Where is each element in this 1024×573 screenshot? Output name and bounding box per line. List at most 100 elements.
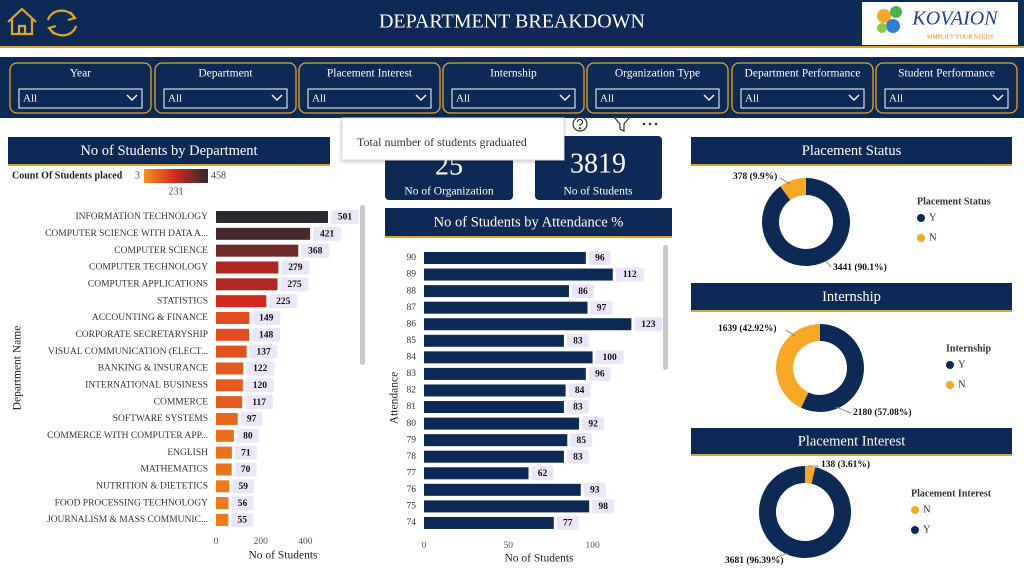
dropdown-chevron: [848, 94, 860, 101]
data-label: 421: [320, 230, 335, 240]
bar: [424, 334, 564, 347]
legend-label: N: [958, 379, 966, 390]
slicer-value: All: [456, 93, 470, 105]
x-tick-label: 200: [254, 537, 269, 547]
data-label: 98: [598, 502, 608, 512]
data-label: 84: [575, 386, 585, 396]
slicer-label: Organization Type: [615, 68, 700, 80]
dropdown-chevron: [703, 94, 715, 101]
data-label-bg: [588, 366, 611, 381]
y-tick-label: SOFTWARE SYSTEMS: [113, 414, 208, 424]
data-label: 378 (9.9%): [733, 171, 777, 182]
pie-slice: [801, 324, 864, 412]
visual-title: Placement Interest: [798, 433, 906, 449]
y-tick-label: 80: [407, 419, 417, 429]
bar: [216, 379, 243, 392]
data-label-bg: [595, 350, 624, 365]
bar: [216, 211, 328, 223]
kpi-label: No of Students: [564, 186, 634, 198]
data-label: 96: [595, 254, 605, 264]
slicer-dropdown[interactable]: [740, 88, 865, 109]
x-tick-label: 50: [504, 541, 514, 551]
legend-mid: 231: [169, 186, 184, 197]
bar: [216, 311, 250, 324]
data-label: 96: [595, 370, 605, 380]
x-tick-label: 400: [298, 537, 313, 547]
y-tick-label: 87: [407, 303, 417, 313]
y-tick-label: 90: [407, 253, 417, 263]
data-label-bg: [330, 210, 359, 224]
data-label-bg: [252, 327, 281, 342]
data-label: 80: [243, 431, 253, 441]
data-label-bg: [245, 378, 274, 393]
y-tick-label: JOURNALISM & MASS COMMUNIC...: [47, 515, 208, 525]
bar: [216, 429, 234, 442]
slicer-label: Year: [70, 68, 91, 80]
slicer[interactable]: [442, 62, 585, 114]
legend-title: Placement Status: [917, 196, 991, 207]
x-tick-label: 0: [422, 541, 427, 551]
tooltip: [341, 117, 565, 161]
data-label: 368: [308, 246, 323, 256]
y-tick-label: CORPORATE SECRETARYSHIP: [75, 330, 208, 340]
slicer[interactable]: [731, 62, 874, 114]
bar: [216, 328, 250, 341]
legend-marker: [946, 361, 954, 369]
more-options[interactable]: [642, 122, 658, 126]
data-label-bg: [568, 383, 591, 398]
slicer-dropdown[interactable]: [307, 88, 432, 109]
slicer-dropdown[interactable]: [884, 88, 1009, 109]
scrollbar[interactable]: [663, 245, 668, 370]
y-tick-label: STATISTICS: [157, 296, 208, 306]
y-tick-label: ENGLISH: [167, 448, 208, 458]
leader-line: [779, 177, 791, 185]
bar: [424, 434, 568, 447]
slicer-dropdown[interactable]: [595, 88, 720, 109]
home-button[interactable]: [7, 7, 37, 36]
data-label-bg: [566, 449, 589, 464]
y-tick-label: 76: [407, 485, 417, 495]
slicer-dropdown[interactable]: [163, 88, 288, 109]
bar: [424, 252, 586, 264]
help-icon[interactable]: [572, 116, 588, 132]
legend-label: Y: [923, 524, 931, 535]
slicer[interactable]: [586, 62, 729, 114]
slicer[interactable]: [154, 62, 297, 114]
data-label-bg: [583, 482, 606, 497]
visual-title-rule: [691, 454, 1012, 456]
slicer-value: All: [600, 93, 614, 105]
slicer[interactable]: [298, 62, 441, 114]
legend-marker: [917, 214, 925, 222]
slicer-dropdown[interactable]: [451, 88, 576, 109]
scrollbar[interactable]: [360, 205, 365, 365]
bar: [216, 261, 279, 274]
data-label: 122: [253, 364, 268, 374]
data-label: 3441 (90.1%): [833, 262, 887, 273]
bar: [216, 362, 244, 375]
slicer-dropdown[interactable]: [18, 88, 143, 109]
data-label-bg: [556, 515, 579, 530]
visual-title: Placement Status: [802, 143, 902, 159]
visual-title: Internship: [822, 289, 881, 305]
legend-label: Y: [958, 359, 966, 370]
data-label: 93: [590, 486, 600, 496]
legend-marker: [911, 526, 919, 534]
data-label: 138 (3.61%): [821, 459, 870, 470]
bar: [216, 278, 278, 291]
data-label: 148: [259, 330, 274, 340]
filter-icon[interactable]: [612, 116, 632, 132]
data-label-bg: [269, 294, 298, 309]
slicer[interactable]: [875, 62, 1018, 114]
data-label: 70: [241, 465, 251, 475]
page-title: DEPARTMENT BREAKDOWN: [379, 11, 645, 33]
leader-line: [835, 406, 852, 414]
bar: [216, 463, 232, 476]
dropdown-chevron: [271, 94, 283, 101]
data-label: 3681 (96.39%): [725, 555, 784, 566]
y-tick-label: COMPUTER SCIENCE WITH DATA A...: [45, 229, 208, 239]
slicer[interactable]: [9, 62, 152, 114]
refresh-button[interactable]: [46, 9, 78, 37]
y-tick-label: 82: [407, 386, 417, 396]
legend-label: Y: [929, 212, 937, 223]
data-label: 279: [288, 263, 303, 273]
